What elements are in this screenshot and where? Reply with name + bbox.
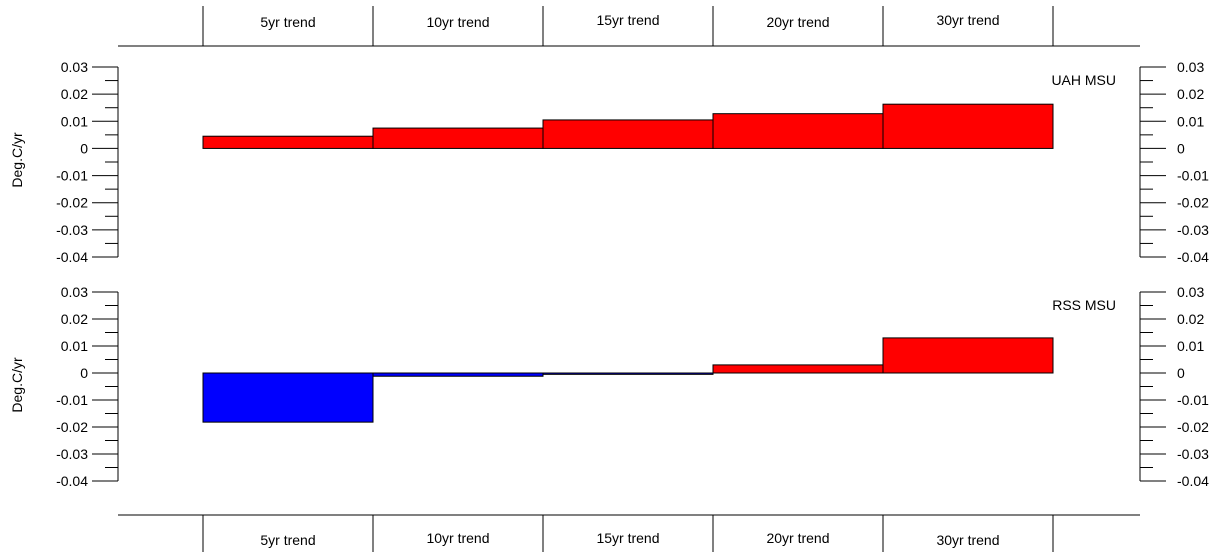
bar-uah-4 <box>882 103 1054 149</box>
bar-uah-2 <box>542 119 714 149</box>
top-label-5yr: 5yr trend <box>260 14 315 30</box>
panel-rss-label: RSS MSU <box>1052 297 1116 313</box>
right-tick-label: 0.01 <box>1177 338 1204 354</box>
left-tick-label: -0.01 <box>56 392 88 408</box>
left-tick-label: -0.04 <box>56 249 88 265</box>
top-label-15yr: 15yr trend <box>596 12 659 28</box>
right-tick-label: -0.03 <box>1177 222 1209 238</box>
left-tick-label: -0.04 <box>56 473 88 489</box>
right-tick-label: -0.02 <box>1177 195 1209 211</box>
bar-rss-1 <box>372 372 544 377</box>
bottom-label-20yr: 20yr trend <box>766 530 829 546</box>
left-tick-label: -0.02 <box>56 419 88 435</box>
right-tick-label: -0.04 <box>1177 473 1209 489</box>
right-tick-label: 0.03 <box>1177 284 1204 300</box>
left-tick-label: 0.01 <box>61 338 88 354</box>
panel-uah-label: UAH MSU <box>1051 72 1116 88</box>
left-tick-label: 0.01 <box>61 113 88 129</box>
bar-rss-3 <box>712 364 884 374</box>
left-tick-label: -0.02 <box>56 195 88 211</box>
bottom-header-dividers <box>202 515 1054 552</box>
bottom-label-15yr: 15yr trend <box>596 530 659 546</box>
bottom-label-5yr: 5yr trend <box>260 532 315 548</box>
bar-rss-4 <box>882 337 1054 374</box>
left-tick-label: -0.01 <box>56 168 88 184</box>
bar-uah-0 <box>202 135 374 149</box>
panel-uah-right-axis: 0.03 0.02 0.01 0 -0.01 -0.02 -0.03 -0.04 <box>1139 59 1209 265</box>
bottom-label-10yr: 10yr trend <box>426 530 489 546</box>
panel-rss-right-axis: 0.03 0.02 0.01 0 -0.01 -0.02 -0.03 -0.04 <box>1139 284 1209 489</box>
right-tick-label: -0.01 <box>1177 168 1209 184</box>
bar-rss-2 <box>542 372 714 375</box>
right-tick-label: 0.01 <box>1177 113 1204 129</box>
panel-rss-left-axis: 0.03 0.02 0.01 0 -0.01 -0.02 -0.03 -0.04 <box>56 284 119 489</box>
left-tick-label: 0 <box>80 365 88 381</box>
right-tick-label: -0.04 <box>1177 249 1209 265</box>
left-tick-label: 0.02 <box>61 311 88 327</box>
panel-uah: 0.030.020.010-0.01-0.02-0.03-0.04 0.030.… <box>9 59 1209 265</box>
right-tick-label: 0.03 <box>1177 59 1204 75</box>
right-tick-label: 0.02 <box>1177 86 1204 102</box>
bottom-header: 5yr trend 10yr trend 15yr trend 20yr tre… <box>118 514 1140 552</box>
left-tick-label: 0.03 <box>61 284 88 300</box>
top-label-30yr: 30yr trend <box>936 12 999 28</box>
left-tick-label: -0.03 <box>56 222 88 238</box>
right-tick-label: 0 <box>1177 365 1185 381</box>
left-tick-label: 0.02 <box>61 86 88 102</box>
panel-rss-ylabel: Deg.C/yr <box>9 357 25 413</box>
right-tick-label: -0.01 <box>1177 392 1209 408</box>
bar-rss-0 <box>202 372 374 423</box>
panel-uah-bars <box>202 103 1054 149</box>
bar-uah-3 <box>712 113 884 149</box>
top-header-dividers <box>202 6 1054 46</box>
left-tick-label: -0.03 <box>56 446 88 462</box>
panel-rss: 0.030.020.010-0.01-0.02-0.03-0.04 0.030.… <box>9 284 1209 489</box>
left-tick-label: 0 <box>80 140 88 156</box>
panel-uah-ylabel: Deg.C/yr <box>9 132 25 188</box>
panel-rss-bars <box>202 337 1054 423</box>
left-tick-label: 0.03 <box>61 59 88 75</box>
right-tick-label: -0.03 <box>1177 446 1209 462</box>
right-tick-label: 0.02 <box>1177 311 1204 327</box>
bottom-label-30yr: 30yr trend <box>936 532 999 548</box>
top-label-10yr: 10yr trend <box>426 14 489 30</box>
right-tick-label: -0.02 <box>1177 419 1209 435</box>
bar-uah-1 <box>372 127 544 149</box>
top-label-20yr: 20yr trend <box>766 14 829 30</box>
top-header: 5yr trend 10yr trend 15yr trend 20yr tre… <box>118 6 1140 47</box>
right-tick-label: 0 <box>1177 140 1185 156</box>
panel-uah-left-axis: 0.03 0.02 0.01 0 -0.01 -0.02 -0.03 -0.04 <box>56 59 119 265</box>
